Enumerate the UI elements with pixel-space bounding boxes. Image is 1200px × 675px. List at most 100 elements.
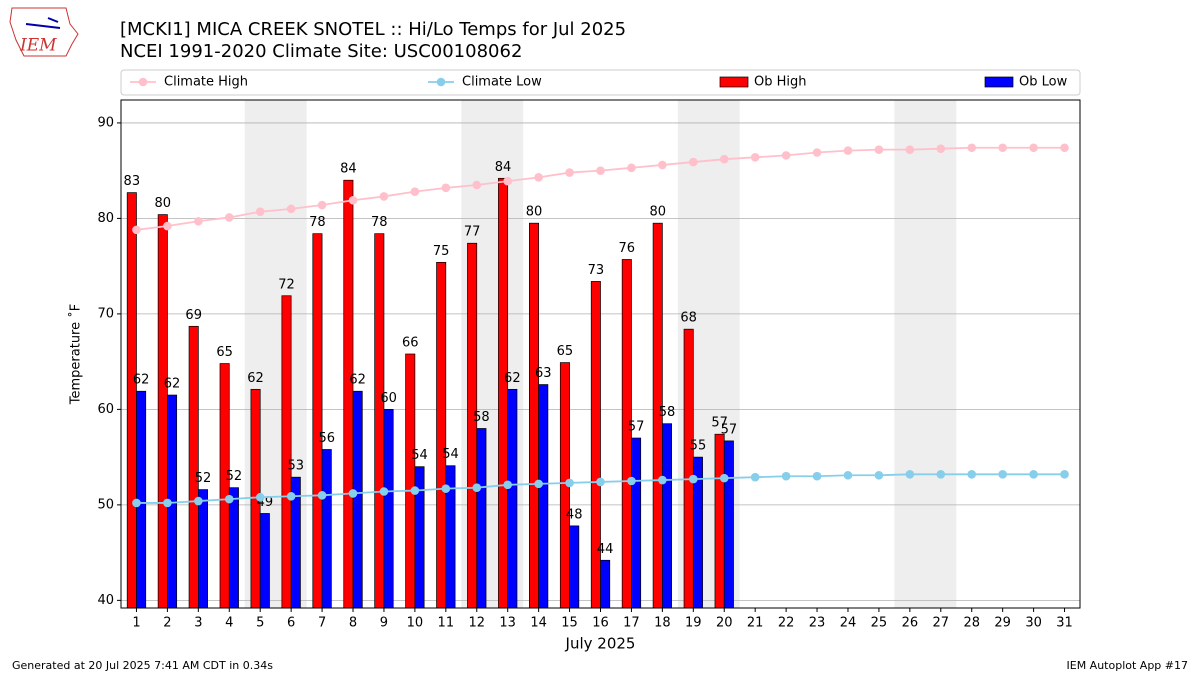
line-point (750, 152, 760, 162)
bar (383, 409, 394, 609)
data-label: 69 (185, 308, 202, 323)
line-point (627, 163, 636, 173)
x-tick-label: 30 (1025, 616, 1042, 631)
x-tick-label: 1 (132, 616, 140, 631)
bar (197, 489, 208, 609)
line-point (410, 187, 420, 196)
x-tick-label: 13 (499, 616, 516, 631)
data-label: 78 (309, 215, 326, 230)
line-point (441, 183, 451, 193)
x-tick-label: 19 (685, 616, 702, 631)
legend-label: Ob High (754, 75, 807, 90)
line-point (379, 192, 389, 201)
line-point (472, 483, 482, 492)
data-label: 53 (288, 459, 305, 474)
x-tick-label: 15 (561, 616, 578, 631)
line-point (286, 491, 296, 501)
data-label: 55 (690, 439, 707, 454)
data-label: 68 (680, 311, 697, 326)
data-label: 80 (526, 205, 543, 220)
x-tick-label: 5 (256, 616, 264, 631)
x-tick-label: 7 (318, 616, 326, 631)
data-label: 84 (340, 162, 357, 177)
footer-left: Generated at 20 Jul 2025 7:41 AM CDT in … (12, 659, 273, 672)
line-point (967, 470, 977, 479)
line-point (348, 489, 358, 498)
legend-label: Climate High (164, 75, 248, 90)
data-label: 73 (588, 263, 605, 278)
data-label: 54 (411, 448, 428, 463)
data-label: 60 (380, 391, 397, 406)
data-label: 80 (649, 205, 666, 220)
x-tick-label: 2 (163, 616, 171, 631)
bar (259, 513, 270, 609)
line-point (255, 492, 265, 502)
line-point (224, 494, 234, 504)
line-point (781, 151, 791, 160)
line-point (317, 491, 327, 500)
line-point (627, 476, 636, 486)
x-tick-label: 8 (349, 616, 357, 631)
x-tick-label: 21 (747, 616, 764, 631)
line-point (905, 470, 915, 479)
line-point (163, 498, 172, 508)
x-tick-label: 26 (902, 616, 919, 631)
data-label: 58 (473, 410, 490, 425)
bar (219, 363, 230, 609)
line-point (286, 204, 296, 214)
legend-frame (120, 69, 1081, 96)
data-label: 84 (495, 160, 512, 175)
data-label: 62 (349, 373, 366, 388)
bar (188, 325, 199, 609)
bar (714, 433, 725, 609)
line-point (163, 221, 172, 231)
line-point (719, 473, 729, 483)
data-label: 56 (318, 431, 335, 446)
line-point (750, 472, 760, 482)
x-tick-label: 16 (592, 616, 609, 631)
line-point (194, 496, 203, 506)
y-tick-label: 80 (97, 211, 114, 226)
logo-outline (9, 7, 79, 57)
x-tick-label: 17 (623, 616, 640, 631)
data-label: 78 (371, 215, 388, 230)
x-tick-label: 28 (963, 616, 980, 631)
data-label: 65 (557, 344, 574, 359)
logo-text: IEM (19, 36, 57, 56)
x-tick-label: 25 (871, 616, 888, 631)
line-point (534, 173, 543, 182)
x-tick-label: 4 (225, 616, 233, 631)
line-point (596, 477, 605, 487)
line-point (781, 471, 791, 481)
bar (600, 559, 611, 609)
data-label: 80 (154, 196, 171, 211)
line-point (812, 471, 822, 481)
bar (374, 233, 385, 609)
y-tick-label: 90 (97, 115, 114, 130)
bar (528, 222, 539, 609)
line-point (874, 470, 884, 480)
x-tick-label: 14 (530, 616, 547, 631)
line-point (874, 145, 884, 154)
data-label: 57 (711, 416, 728, 431)
bar (405, 353, 416, 609)
weekend-shade (894, 100, 957, 608)
x-tick-label: 18 (654, 616, 671, 631)
bar (126, 192, 137, 609)
data-label: 44 (597, 542, 614, 557)
bar (321, 449, 332, 609)
legend-swatch (719, 76, 749, 88)
y-tick-label: 60 (97, 402, 114, 417)
data-label: 57 (721, 422, 738, 437)
bar (157, 214, 168, 609)
line-point (998, 143, 1007, 153)
x-tick-label: 9 (380, 616, 388, 631)
bar (538, 384, 549, 609)
line-point (689, 474, 698, 484)
data-label: 52 (195, 471, 212, 486)
x-tick-label: 31 (1056, 616, 1073, 631)
plot-frame (120, 99, 1081, 609)
x-tick-label: 3 (194, 616, 202, 631)
x-tick-label: 11 (438, 616, 455, 631)
